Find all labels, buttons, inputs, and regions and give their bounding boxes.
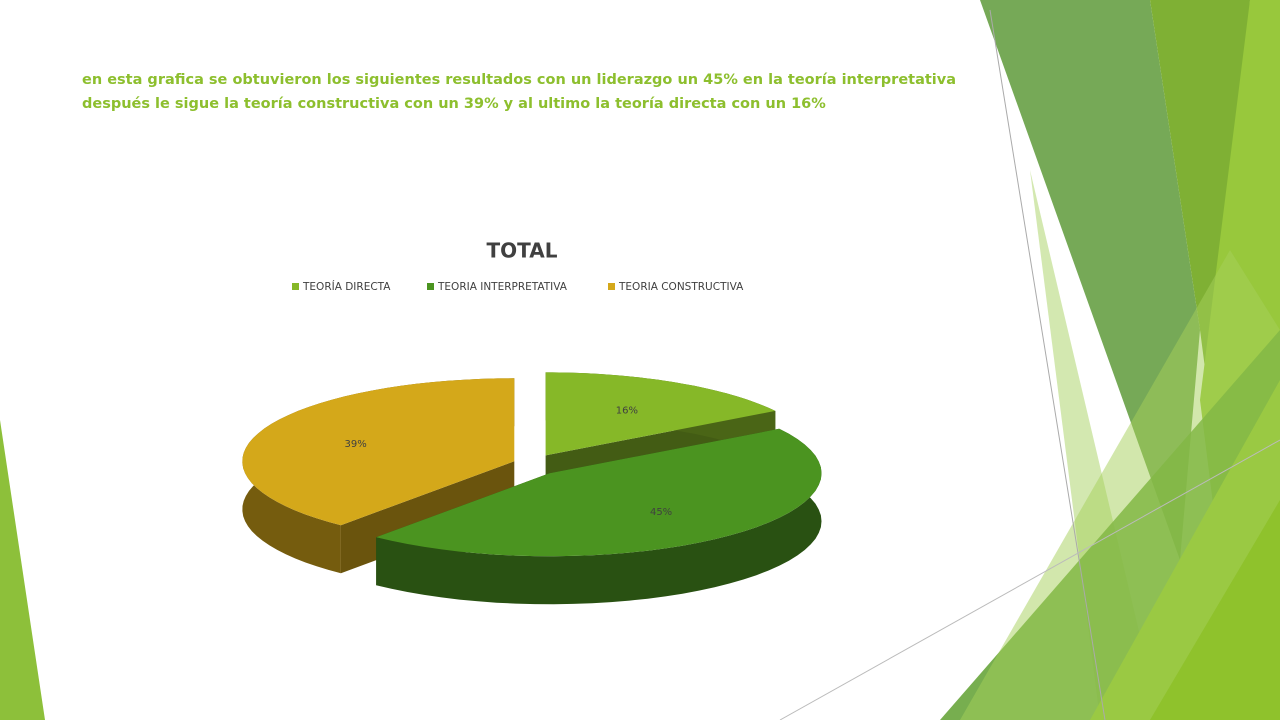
- headline: después le sigue la teoría constructiva …: [82, 96, 826, 112]
- legend-swatch: [427, 283, 434, 290]
- slice: [242, 378, 515, 526]
- chart-title: TOTAL: [487, 239, 558, 263]
- value-label: 16%: [616, 405, 638, 416]
- legend-swatch: [608, 283, 615, 290]
- legend-label: TEORIA INTERPRETATIVA: [437, 281, 568, 293]
- legend-label: TEORÍA DIRECTA: [302, 280, 391, 293]
- headline: en esta grafica se obtuvieron los siguie…: [82, 72, 956, 88]
- slice-side: [376, 428, 822, 605]
- slice: [545, 372, 776, 456]
- legend-swatch: [292, 283, 299, 290]
- legend-label: TEORIA CONSTRUCTIVA: [618, 281, 744, 293]
- value-label: 45%: [650, 507, 672, 518]
- value-label: 39%: [345, 439, 367, 450]
- pie: 16% 45% 39%: [242, 372, 822, 605]
- slice: [376, 428, 822, 557]
